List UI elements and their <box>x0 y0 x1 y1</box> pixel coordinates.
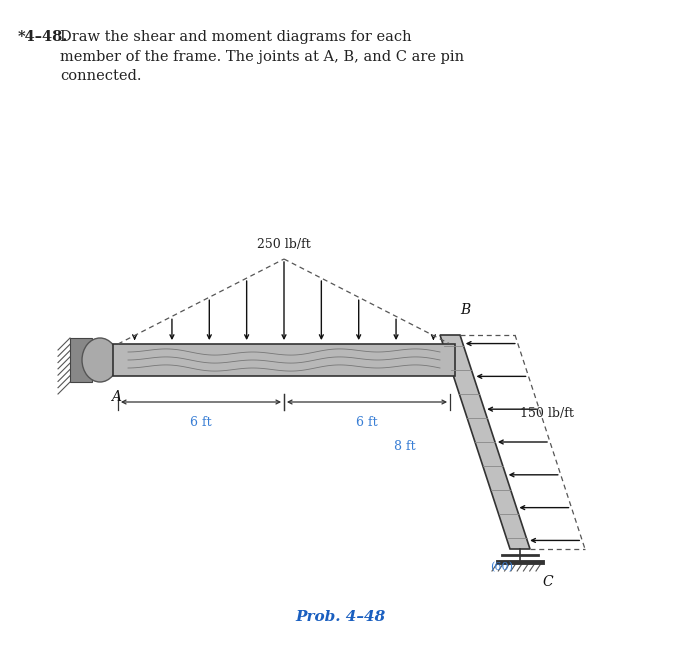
Ellipse shape <box>82 338 118 382</box>
Polygon shape <box>113 344 455 376</box>
Text: 250 lb/ft: 250 lb/ft <box>257 238 311 251</box>
Text: (60): (60) <box>490 562 513 572</box>
Text: Prob. 4–48: Prob. 4–48 <box>295 610 385 624</box>
Text: C: C <box>542 575 553 589</box>
Polygon shape <box>440 335 530 549</box>
Text: 8 ft: 8 ft <box>394 439 416 453</box>
Bar <box>70 338 92 382</box>
Text: A: A <box>111 390 121 404</box>
Text: 6 ft: 6 ft <box>356 416 378 429</box>
Text: B: B <box>460 303 471 317</box>
Text: Draw the shear and moment diagrams for each
member of the frame. The joints at A: Draw the shear and moment diagrams for e… <box>60 30 464 83</box>
Text: 150 lb/ft: 150 lb/ft <box>520 408 574 421</box>
Text: 6 ft: 6 ft <box>190 416 212 429</box>
Text: *4–48.: *4–48. <box>18 30 69 44</box>
